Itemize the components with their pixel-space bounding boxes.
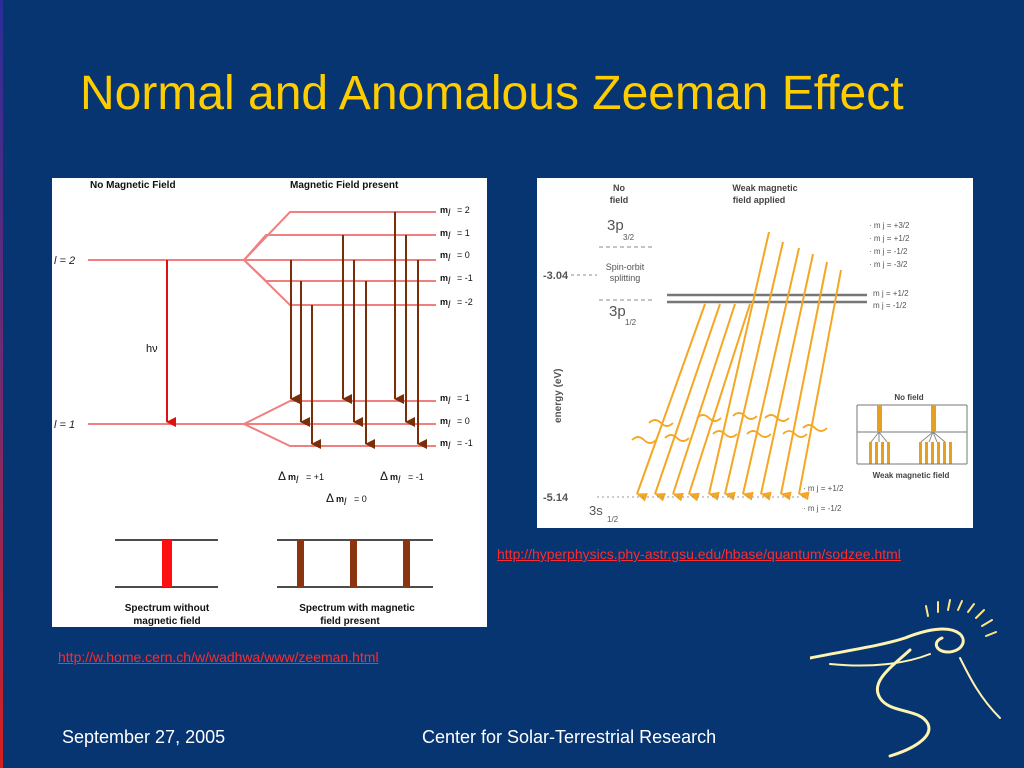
svg-text:3/2: 3/2 (623, 233, 635, 242)
svg-text:m: m (440, 228, 448, 238)
svg-text:m: m (336, 494, 344, 504)
svg-text:m: m (390, 472, 398, 482)
upper-ml-labels: m l = 2 m l = 1 m l = 0 m l = -1 m l = -2 (440, 205, 473, 311)
state-3p12: 3p 1/2 (609, 303, 637, 327)
svg-text:· m j = -1/2: · m j = -1/2 (803, 504, 842, 513)
svg-text:l: l (296, 475, 299, 486)
svg-text:= -1: = -1 (457, 438, 473, 448)
mj-mid-labels: m j = +1/2 m j = -1/2 (873, 289, 909, 310)
svg-text:· m j = -1/2: · m j = -1/2 (869, 247, 908, 256)
svg-text:= 0: = 0 (457, 250, 470, 260)
emission-arrows (636, 231, 842, 502)
caption-with-field-1: Spectrum with magnetic (299, 603, 415, 614)
photon-wiggles (631, 412, 828, 444)
svg-text:1/2: 1/2 (625, 318, 637, 327)
svg-text:3p: 3p (607, 217, 624, 234)
svg-text:m: m (440, 250, 448, 260)
anomalous-zeeman-diagram: No field Weak magnetic field applied 3p … (537, 178, 973, 528)
header-weak-field-1: Weak magnetic (732, 183, 797, 193)
caption-with-field-2: field present (320, 616, 380, 627)
svg-text:m j = +1/2: m j = +1/2 (873, 289, 909, 298)
inset-no-field-label: No field (894, 393, 923, 402)
svg-text:= -1: = -1 (408, 472, 424, 482)
svg-text:l: l (448, 276, 451, 287)
cstr-sun-swirl-logo (810, 599, 1001, 758)
svg-text:= 0: = 0 (457, 416, 470, 426)
left-accent-stripe (0, 0, 3, 768)
slide-title: Normal and Anomalous Zeeman Effect (80, 67, 904, 120)
svg-text:l: l (344, 497, 347, 508)
svg-text:· m j = +1/2: · m j = +1/2 (869, 234, 910, 243)
svg-text:= 1: = 1 (457, 393, 470, 403)
svg-text:m: m (440, 416, 448, 426)
svg-text:Δ: Δ (278, 469, 286, 483)
svg-text:m: m (440, 273, 448, 283)
svg-text:l: l (448, 208, 451, 219)
svg-text:= 2: = 2 (457, 205, 470, 215)
footer-organization: Center for Solar-Terrestrial Research (422, 727, 717, 747)
footer-date: September 27, 2005 (62, 727, 226, 747)
lower-level-label: l = 1 (54, 419, 75, 431)
lower-ml-labels: m l = 1 m l = 0 m l = -1 (440, 393, 473, 452)
header-no-field-1: No (613, 183, 625, 193)
energy-label-bottom: -5.14 (543, 492, 569, 504)
svg-text:Δ: Δ (326, 491, 334, 505)
energy-axis-label: energy (eV) (553, 369, 564, 423)
header-no-field: No Magnetic Field (90, 180, 176, 191)
svg-text:l: l (448, 441, 451, 452)
hyperphysics-link[interactable]: http://hyperphysics.phy-astr.gsu.edu/hba… (497, 546, 901, 562)
upper-split-lines (243, 211, 436, 306)
state-3s12: 3s 1/2 (589, 503, 619, 524)
svg-text:m j = -1/2: m j = -1/2 (873, 301, 907, 310)
spectrum-with-field (277, 539, 433, 588)
spin-orbit-label-1: Spin-orbit (606, 262, 645, 272)
normal-zeeman-diagram: No Magnetic Field Magnetic Field present… (52, 178, 487, 627)
svg-text:= -1: = -1 (457, 273, 473, 283)
svg-text:· m j = +3/2: · m j = +3/2 (869, 221, 910, 230)
header-no-field-2: field (610, 195, 629, 205)
inset-weak-field-label: Weak magnetic field (873, 471, 950, 480)
spin-orbit-label-2: splitting (610, 273, 641, 283)
svg-text:m: m (440, 438, 448, 448)
svg-text:l: l (448, 300, 451, 311)
lower-split-lines (243, 400, 436, 447)
photon-label: hν (146, 343, 158, 355)
svg-text:3s: 3s (589, 503, 603, 518)
caption-without-field-1: Spectrum without (125, 603, 210, 614)
energy-label-top: -3.04 (543, 270, 569, 282)
upper-level-label: l = 2 (54, 255, 75, 267)
split-transition-arrows (290, 212, 427, 449)
svg-text:l: l (448, 231, 451, 242)
svg-text:1/2: 1/2 (607, 515, 619, 524)
svg-text:= 0: = 0 (354, 494, 367, 504)
svg-text:= 1: = 1 (457, 228, 470, 238)
svg-text:l: l (398, 475, 401, 486)
svg-text:= +1: = +1 (306, 472, 324, 482)
svg-text:Δ: Δ (380, 469, 388, 483)
svg-text:l: l (448, 253, 451, 264)
mj-lower-labels: · m j = +1/2 · m j = -1/2 (803, 484, 844, 513)
svg-text:· m j = -3/2: · m j = -3/2 (869, 260, 908, 269)
svg-text:l: l (448, 419, 451, 430)
svg-text:= -2: = -2 (457, 297, 473, 307)
svg-text:· m j = +1/2: · m j = +1/2 (803, 484, 844, 493)
svg-text:m: m (440, 297, 448, 307)
svg-text:m: m (440, 393, 448, 403)
state-3p32: 3p 3/2 (607, 217, 635, 242)
header-field-present: Magnetic Field present (290, 180, 399, 191)
mj-upper-labels: · m j = +3/2 · m j = +1/2 · m j = -1/2 ·… (869, 221, 910, 269)
spectrum-without-field (115, 539, 218, 588)
header-weak-field-2: field applied (733, 195, 786, 205)
cern-zeeman-link[interactable]: http://w.home.cern.ch/w/wadhwa/www/zeema… (58, 649, 379, 665)
svg-text:3p: 3p (609, 303, 626, 320)
svg-text:m: m (440, 205, 448, 215)
svg-text:l: l (448, 396, 451, 407)
caption-without-field-2: magnetic field (133, 616, 200, 627)
inset-spectra (856, 404, 968, 465)
svg-text:m: m (288, 472, 296, 482)
